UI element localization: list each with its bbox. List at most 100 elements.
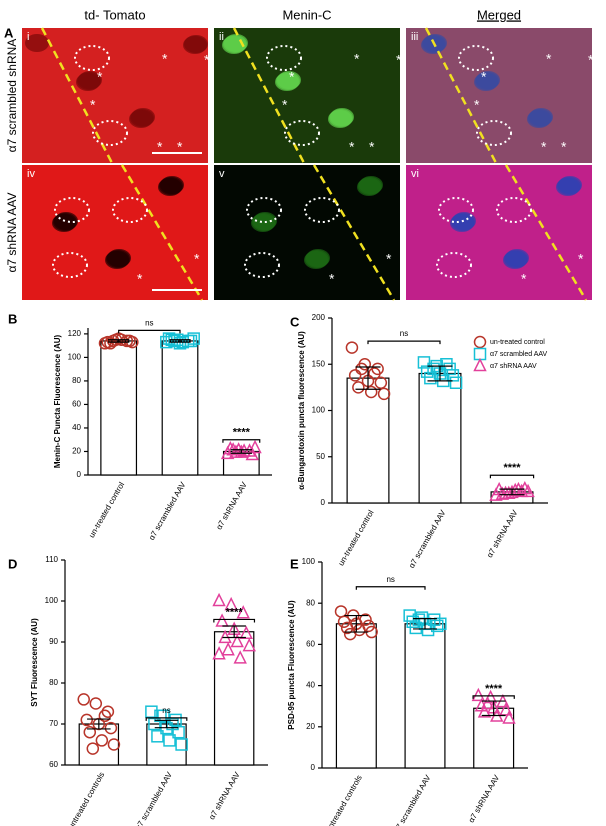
roi	[92, 120, 128, 146]
error-bar	[481, 700, 506, 717]
bar	[213, 631, 255, 766]
asterisk: *	[386, 251, 392, 267]
boundary	[504, 164, 588, 301]
asterisk: *	[162, 51, 168, 67]
y-tick-label: 60	[72, 400, 81, 409]
roi	[74, 45, 110, 71]
data-point	[175, 738, 188, 751]
data-point	[348, 369, 362, 382]
data-point	[499, 702, 513, 716]
y-tick-label: 110	[45, 555, 58, 564]
significance-label: ns	[145, 318, 153, 327]
asterisk: *	[541, 139, 547, 155]
cell	[158, 178, 182, 196]
significance-label: ****	[226, 606, 244, 618]
data-point	[337, 615, 351, 628]
bar	[418, 372, 462, 504]
error-bar	[413, 618, 437, 630]
asterisk: *	[97, 69, 103, 85]
panel-label: iii	[411, 31, 418, 43]
roi	[112, 197, 148, 223]
y-tick-label: 80	[306, 598, 315, 607]
data-point	[233, 650, 247, 664]
data-point	[434, 617, 447, 631]
cell	[275, 73, 299, 91]
panel-letter: D	[8, 556, 17, 571]
data-point	[427, 362, 440, 376]
data-point	[352, 381, 365, 394]
y-tick-label: 60	[306, 640, 315, 649]
roi	[458, 45, 494, 71]
cell	[357, 178, 381, 196]
y-tick-label: 150	[312, 359, 326, 368]
cell	[25, 34, 49, 52]
y-tick-label: 0	[321, 498, 326, 507]
y-axis-label: PSD-95 puncta Fluorescence (AU)	[287, 600, 296, 730]
data-point	[229, 444, 243, 458]
y-tick-label: 40	[72, 423, 81, 432]
y-axis-label: SYT Fluorescence (AU)	[30, 618, 39, 707]
x-tick-label: α7 shRNA AAV	[214, 480, 249, 531]
legend-marker	[473, 357, 487, 372]
bar	[404, 623, 446, 769]
y-tick-label: 90	[49, 637, 58, 646]
cell	[328, 110, 352, 128]
data-point	[364, 385, 378, 399]
bar	[100, 340, 138, 476]
roi	[246, 197, 282, 223]
panel-letter: A	[4, 25, 14, 40]
significance-bracket	[118, 329, 181, 334]
y-tick-label: 50	[316, 452, 325, 461]
legend-label: α7 scrambled AAV	[490, 351, 548, 358]
data-point	[495, 486, 510, 500]
x-tick-label: α7 shRNA AAV	[485, 508, 520, 559]
error-bar	[344, 614, 369, 633]
significance-bracket	[489, 474, 535, 479]
roi	[52, 252, 88, 278]
cell	[421, 36, 445, 54]
data-point	[377, 387, 391, 401]
y-tick-label: 20	[72, 447, 81, 456]
y-tick-label: 100	[68, 353, 82, 362]
roi	[54, 197, 90, 223]
panel-label: vi	[411, 168, 419, 180]
asterisk: *	[282, 97, 288, 113]
significance-bracket	[145, 717, 188, 721]
x-tick-label: α7 scrambled AAV	[392, 773, 433, 826]
cell	[556, 178, 580, 196]
data-point	[77, 693, 90, 706]
x-tick-label: α7 scrambled AAV	[147, 480, 188, 542]
data-point	[151, 730, 164, 743]
data-point	[245, 446, 259, 461]
data-point	[417, 356, 431, 369]
asterisk: *	[474, 97, 480, 113]
bar	[473, 707, 515, 769]
data-point	[239, 625, 253, 640]
column-header: Merged	[477, 7, 521, 22]
legend-label: un-treated control	[490, 339, 545, 346]
data-point	[95, 734, 109, 747]
data-point	[163, 734, 176, 747]
roi	[304, 197, 340, 223]
data-point	[83, 725, 97, 739]
data-point	[412, 613, 426, 626]
cell	[52, 214, 76, 232]
asterisk: *	[578, 251, 584, 267]
error-bar	[427, 365, 453, 382]
y-tick-label: 0	[311, 763, 316, 772]
x-tick-label: untreated controls	[67, 771, 107, 826]
data-point	[471, 687, 486, 702]
data-point	[98, 709, 112, 723]
significance-label: ****	[233, 427, 251, 439]
x-tick-label: α7 shRNA AAV	[207, 770, 242, 821]
cell	[527, 110, 551, 128]
data-point	[443, 362, 456, 376]
asterisk: *	[354, 51, 360, 67]
data-point	[521, 483, 535, 498]
data-point	[224, 596, 238, 611]
cell	[76, 73, 100, 91]
data-point	[368, 367, 381, 380]
data-point	[502, 710, 516, 724]
bar	[335, 623, 377, 769]
